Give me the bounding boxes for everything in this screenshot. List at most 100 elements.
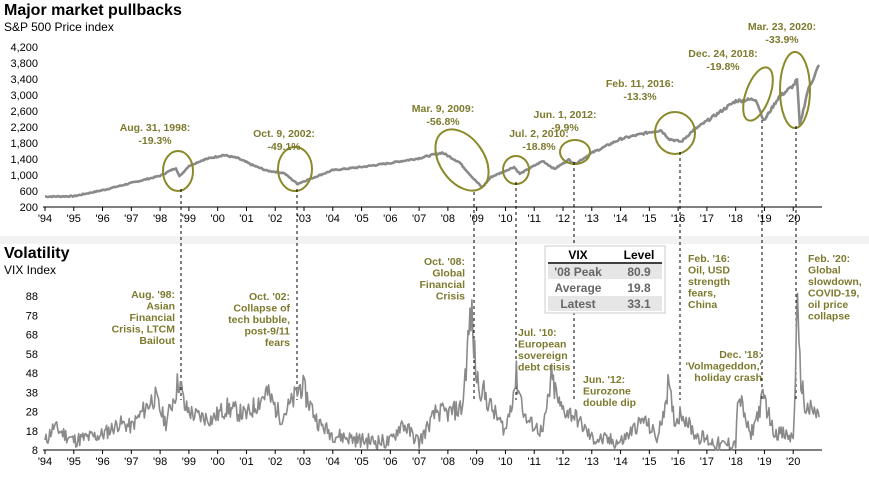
sp500-xtick-label: '18 [728, 213, 742, 225]
sp500-ytick-label: 1,800 [10, 138, 38, 150]
vix-event-label: Crisis [436, 291, 465, 303]
sp500-xtick-label: '10 [498, 213, 512, 225]
vix-ytick-label: 28 [26, 407, 38, 419]
vix-xtick-label: '12 [556, 456, 570, 468]
vix-event-label: European [518, 339, 566, 351]
vix-event-label: fears, [688, 288, 716, 300]
sp500-series-line [44, 64, 821, 199]
vix-event-label: Collapse of [233, 303, 290, 315]
pullback-date: Oct. 9, 2002: [253, 128, 315, 140]
vix-xtick-label: '10 [498, 456, 512, 468]
vix-xtick-label: '94 [38, 456, 52, 468]
vix-xtick-label: '05 [354, 456, 368, 468]
pullback-date: Aug. 31, 1998: [120, 122, 191, 134]
vix-summary-table: VIX Level '08 Peak 80.9 Average 19.8 Latest 33.… [544, 245, 666, 314]
vix-event-label: collapse [808, 311, 850, 323]
vix-event-label: Jul. '10: [518, 327, 557, 339]
vix-table-row [548, 264, 662, 279]
vix-event-label: COVID-19, [808, 288, 859, 300]
sp500-xtick-label: '12 [556, 213, 570, 225]
vix-ytick-label: 68 [26, 330, 38, 342]
vix-event-label: Oct. '08: [424, 256, 465, 268]
vix-event-label: Jun. '12: [583, 374, 625, 386]
sp500-ytick-label: 2,200 [10, 122, 38, 134]
vix-table-value: 19.8 [627, 281, 651, 295]
vix-ytick-label: 8 [32, 445, 38, 457]
vix-ytick-label: 58 [26, 349, 38, 361]
vix-xtick-label: '13 [585, 456, 599, 468]
sp500-xtick-label: '04 [326, 213, 340, 225]
vix-table-row [548, 296, 662, 311]
vix-xtick-label: '00 [210, 456, 224, 468]
vix-table-label: Latest [560, 297, 595, 311]
pullback-change: -18.8% [522, 141, 556, 153]
vix-subtitle: VIX Index [4, 263, 56, 277]
sp500-subtitle: S&P 500 Price index [4, 20, 114, 34]
vix-xtick-label: '95 [67, 456, 81, 468]
sp500-xtick-label: '98 [153, 213, 167, 225]
sp500-xtick-label: '94 [38, 213, 52, 225]
vix-event-label: Global [432, 268, 465, 280]
vix-event-label: China [688, 299, 717, 311]
pullback-ellipse [434, 128, 490, 192]
sp500-xtick-label: '16 [671, 213, 685, 225]
vix-ytick-label: 18 [26, 426, 38, 438]
sp500-xtick-label: '07 [412, 213, 426, 225]
vix-event-label: holiday crash [694, 372, 762, 384]
pullback-change: -49.1% [267, 141, 301, 153]
sp500-ytick-label: 2,600 [10, 106, 38, 118]
pullback-ellipse [277, 146, 313, 192]
vix-table-value: 80.9 [627, 265, 651, 279]
sp500-xtick-label: '11 [527, 213, 541, 225]
sp500-xtick-label: '15 [642, 213, 656, 225]
vix-title: Volatility [4, 245, 70, 262]
pullback-ellipse [654, 111, 696, 155]
vix-xtick-label: '11 [527, 456, 541, 468]
vix-xtick-label: '04 [326, 456, 340, 468]
sp500-xtick-label: '17 [700, 213, 714, 225]
sp500-xtick-label: '00 [210, 213, 224, 225]
sp500-xtick-label: '03 [297, 213, 311, 225]
vix-event-label: 'Volmageddon,' [685, 361, 762, 373]
vix-xtick-label: '03 [297, 456, 311, 468]
vix-event-label: Crisis, LTCM [112, 324, 176, 336]
sp500-xtick-label: '01 [239, 213, 253, 225]
sp500-xtick-label: '20 [786, 213, 800, 225]
sp500-xtick-label: '96 [95, 213, 109, 225]
pullback-date: Dec. 24, 2018: [688, 48, 757, 60]
vix-table-header: Level [624, 248, 655, 262]
vix-xtick-label: '19 [757, 456, 771, 468]
vix-table-header: VIX [568, 248, 587, 262]
sp500-xtick-label: '08 [441, 213, 455, 225]
vix-series-line [44, 292, 820, 451]
vix-event-label: Financial [419, 279, 465, 291]
vix-event-label: slowdown, [808, 276, 862, 288]
sp500-xtick-label: '14 [613, 213, 627, 225]
vix-xtick-label: '09 [469, 456, 483, 468]
sp500-xtick-label: '06 [383, 213, 397, 225]
vix-xtick-label: '18 [728, 456, 742, 468]
pullback-change: -33.9% [765, 34, 799, 46]
vix-xtick-label: '98 [153, 456, 167, 468]
pullback-change: -56.8% [426, 116, 460, 128]
sp500-ytick-label: 3,400 [10, 74, 38, 86]
pullback-change: -19.3% [138, 135, 172, 147]
pullback-date: Mar. 9, 2009: [412, 103, 474, 115]
pullback-ellipse [742, 66, 774, 122]
vix-xtick-label: '17 [700, 456, 714, 468]
sp500-ytick-label: 4,200 [10, 42, 38, 54]
vix-event-label: Asian [146, 301, 175, 313]
vix-xtick-label: '06 [383, 456, 397, 468]
panel-divider-band [0, 236, 869, 244]
pullback-change: -9.9% [551, 122, 579, 134]
vix-event-label: Financial [129, 312, 175, 324]
vix-event-label: Dec. '18: [719, 349, 762, 361]
vix-ytick-label: 88 [26, 291, 38, 303]
vix-event-label: oil price [808, 299, 848, 311]
sp500-ytick-label: 3,000 [10, 90, 38, 102]
vix-xtick-label: '15 [642, 456, 656, 468]
